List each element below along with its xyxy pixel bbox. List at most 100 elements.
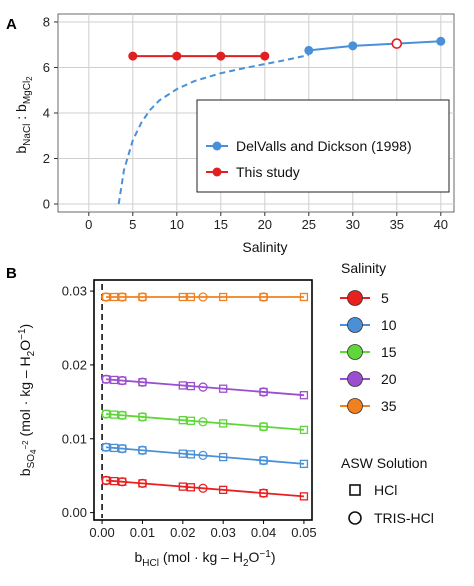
salinity-legend-label: 10 <box>381 317 397 333</box>
salinity-5-hcl-point <box>138 479 147 488</box>
salinity-5-tris-point <box>198 483 208 493</box>
salinity-5-hcl-point <box>110 476 119 486</box>
salinity-legend-marker <box>347 371 363 387</box>
legend-marker <box>212 167 222 177</box>
panel-a-legend-box <box>196 99 450 193</box>
asw-legend-circle-marker <box>348 511 362 525</box>
salinity-legend-label: 35 <box>381 398 397 414</box>
salinity-10-hcl-point <box>101 443 111 452</box>
delvalls-dickson-line <box>308 40 441 52</box>
panel-b-y-tick-label: 0.01 <box>62 431 87 446</box>
panel-a-x-tick-label: 20 <box>258 217 272 232</box>
salinity-5-hcl-point <box>299 492 309 501</box>
panel-b-x-axis-label: bHCl (mol · kg – H2O−1) <box>134 549 275 569</box>
salinity-35-hcl-point <box>138 292 147 302</box>
salinity-15-hcl-point <box>138 412 147 422</box>
salinity-15-hcl-point <box>101 409 111 419</box>
salinity-legend-title: Salinity <box>341 260 386 276</box>
salinity-20-hcl-point <box>178 381 187 390</box>
panel-b-x-tick-label: 0.01 <box>130 525 155 540</box>
salinity-35-hcl-point <box>110 292 119 302</box>
panel-a: 0 5 10 15 20 25 30 35 40 0 2 4 6 8 DelValls and Dickso… <box>43 13 455 232</box>
panel-a-y-tick-label: 4 <box>43 106 50 121</box>
panel-b-x-tick-label: 0.04 <box>251 525 276 540</box>
panel-a-x-tick-label: 35 <box>390 217 404 232</box>
salinity-15-hcl-point <box>299 425 309 435</box>
salinity-35-hcl-point <box>186 292 196 302</box>
panel-b-y-tick-label: 0.03 <box>62 284 87 299</box>
panel-b-x-tick-label: 0.05 <box>291 525 316 540</box>
salinity-legend-label: 5 <box>381 290 389 306</box>
delvalls-dickson-point <box>304 45 314 55</box>
salinity-legend-label: 20 <box>381 371 397 387</box>
salinity-10-hcl-point <box>186 450 196 459</box>
panel-b-letter: B <box>6 265 17 282</box>
salinity-5-hcl-point <box>259 488 268 498</box>
salinity-15-hcl-point <box>186 416 196 425</box>
panel-a-x-tick-label: 10 <box>170 217 184 232</box>
salinity-35-hcl-point <box>299 292 309 302</box>
panel-a-x-tick-label: 15 <box>214 217 228 232</box>
asw-legend-square-marker <box>349 484 361 496</box>
panel-b-salinity-legend: Salinity 5 10 15 20 35 <box>340 260 397 414</box>
salinity-20-hcl-point <box>138 378 147 387</box>
this-study-open-point <box>391 38 403 49</box>
panel-a-y-tick-label: 0 <box>43 197 50 212</box>
salinity-5-hcl-point <box>101 476 111 485</box>
panel-b-asw-solution-legend: ASW Solution HCl TRIS-HCl <box>341 455 434 526</box>
asw-legend-tris-label: TRIS-HCl <box>374 510 434 526</box>
salinity-legend-marker <box>347 290 363 306</box>
panel-a-x-tick-label: 30 <box>346 217 360 232</box>
panel-a-y-tick-label: 2 <box>43 151 50 166</box>
salinity-35-tris-point <box>198 292 208 302</box>
salinity-10-hcl-point <box>259 456 268 465</box>
salinity-10-hcl-point <box>118 444 127 453</box>
legend-label: DelValls and Dickson (1998) <box>236 138 412 154</box>
panel-b-y-tick-label: 0.02 <box>62 357 87 372</box>
salinity-15-hcl-point <box>118 411 127 420</box>
salinity-10-hcl-point <box>178 449 187 458</box>
salinity-20-hcl-point <box>186 381 196 391</box>
panel-a-y-axis-label: bNaCl : bMgCl2 <box>13 76 34 154</box>
delvalls-dickson-point <box>436 36 446 46</box>
legend-marker <box>212 141 222 151</box>
salinity-15-hcl-point <box>110 410 119 419</box>
salinity-35-hcl-point <box>178 292 187 302</box>
salinity-20-hcl-point <box>110 375 119 385</box>
legend-label: This study <box>236 164 300 180</box>
this-study-point <box>128 51 138 61</box>
panel-b-x-tick-label: 0.02 <box>170 525 195 540</box>
salinity-20-hcl-point <box>299 391 309 400</box>
salinity-15-hcl-point <box>219 419 228 428</box>
panel-b-x-tick-label: 0.03 <box>211 525 236 540</box>
asw-legend-hcl-label: HCl <box>374 482 397 498</box>
panel-a-letter: A <box>6 16 17 33</box>
salinity-35-hcl-point <box>118 292 127 302</box>
salinity-35-hcl-point <box>219 292 228 302</box>
salinity-20-hcl-point <box>101 375 111 384</box>
salinity-10-hcl-point <box>299 459 309 469</box>
delvalls-dickson-point <box>348 41 358 51</box>
salinity-5-hcl-point <box>178 482 187 491</box>
this-study-point <box>260 51 270 61</box>
panel-a-y-tick-label: 8 <box>43 14 50 29</box>
panel-b-y-axis-label: bSO4−2 (mol · kg – H2O−1) <box>17 324 38 476</box>
panel-b-y-tick-label: 0.00 <box>62 505 87 520</box>
salinity-20-hcl-point <box>259 387 268 397</box>
salinity-5-hcl-point <box>118 477 127 486</box>
panel-b-plot-area <box>93 279 313 521</box>
salinity-35-hcl-point <box>259 292 268 302</box>
panel-a-x-axis-label: Salinity <box>242 239 287 255</box>
panel-a-x-tick-label: 0 <box>85 217 92 232</box>
this-study-point <box>216 51 226 61</box>
salinity-10-hcl-point <box>219 452 228 462</box>
salinity-legend-label: 15 <box>381 344 397 360</box>
panel-a-x-tick-label: 5 <box>129 217 136 232</box>
panel-a-y-tick-label: 6 <box>43 60 50 75</box>
salinity-10-hcl-point <box>138 446 147 455</box>
delvalls-dickson-dashed-curve <box>117 54 310 205</box>
salinity-10-hcl-point <box>110 443 119 453</box>
panel-a-legend: DelValls and Dickson (1998) This study <box>196 99 450 193</box>
salinity-20-hcl-point <box>118 376 127 385</box>
panel-a-x-tick-label: 40 <box>434 217 448 232</box>
